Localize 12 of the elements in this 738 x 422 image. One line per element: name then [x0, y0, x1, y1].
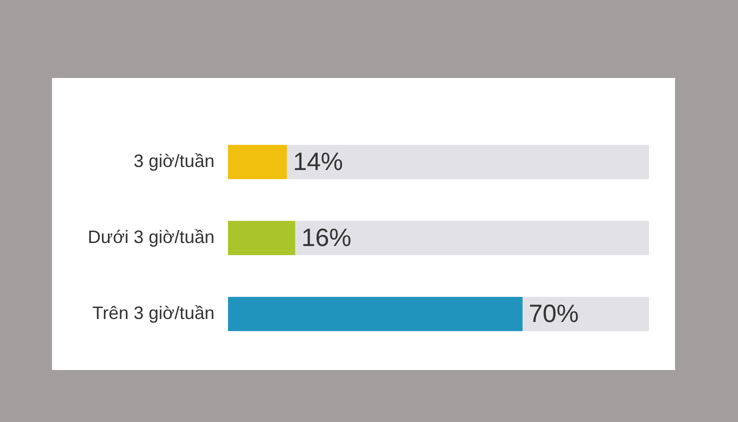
bar — [228, 220, 296, 256]
y-tick-label: Trên 3 giờ/tuần — [92, 303, 214, 323]
bar — [286, 144, 649, 180]
y-tick-label: 3 giờ/tuần — [134, 151, 214, 171]
bar — [228, 296, 523, 332]
bar — [295, 220, 649, 256]
data-label: 14% — [292, 148, 343, 176]
y-tick-label: Dưới 3 giờ/tuần — [88, 227, 214, 247]
data-label: 70% — [528, 300, 579, 328]
bar — [228, 144, 287, 180]
data-label: 16% — [301, 224, 352, 252]
bar — [522, 296, 649, 332]
